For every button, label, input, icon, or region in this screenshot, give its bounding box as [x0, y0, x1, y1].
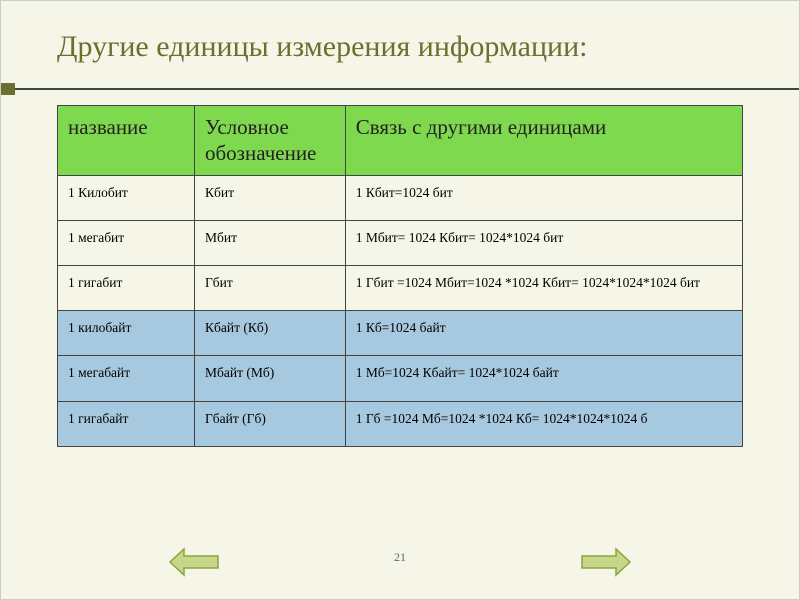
table-container: название Условное обозначение Связь с др…: [1, 105, 799, 447]
title-area: Другие единицы измерения информации:: [1, 1, 799, 73]
col-header-name: название: [58, 106, 195, 176]
cell-c3: 1 Кб=1024 байт: [345, 311, 742, 356]
table-row: 1 гигабитГбит1 Гбит =1024 Мбит=1024 *102…: [58, 265, 743, 310]
cell-c2: Мбит: [195, 220, 346, 265]
page-number: 21: [394, 550, 406, 565]
cell-c1: 1 мегабит: [58, 220, 195, 265]
col-header-relation: Связь с другими единицами: [345, 106, 742, 176]
table-header-row: название Условное обозначение Связь с др…: [58, 106, 743, 176]
cell-c1: 1 мегабайт: [58, 356, 195, 401]
title-divider: [1, 83, 799, 95]
cell-c1: 1 гигабайт: [58, 401, 195, 446]
divider-line: [15, 88, 799, 90]
table-row: 1 килобайтКбайт (Кб)1 Кб=1024 байт: [58, 311, 743, 356]
cell-c3: 1 Мб=1024 Кбайт= 1024*1024 байт: [345, 356, 742, 401]
table-row: 1 мегабитМбит1 Мбит= 1024 Кбит= 1024*102…: [58, 220, 743, 265]
cell-c3: 1 Мбит= 1024 Кбит= 1024*1024 бит: [345, 220, 742, 265]
cell-c2: Кбит: [195, 175, 346, 220]
cell-c1: 1 Килобит: [58, 175, 195, 220]
cell-c3: 1 Кбит=1024 бит: [345, 175, 742, 220]
table-row: 1 КилобитКбит1 Кбит=1024 бит: [58, 175, 743, 220]
cell-c3: 1 Гбит =1024 Мбит=1024 *1024 Кбит= 1024*…: [345, 265, 742, 310]
divider-accent-square: [1, 83, 15, 95]
cell-c2: Гбайт (Гб): [195, 401, 346, 446]
col-header-symbol: Условное обозначение: [195, 106, 346, 176]
cell-c1: 1 килобайт: [58, 311, 195, 356]
next-arrow-icon[interactable]: [580, 547, 632, 577]
table-row: 1 мегабайтМбайт (Мб)1 Мб=1024 Кбайт= 102…: [58, 356, 743, 401]
cell-c2: Кбайт (Кб): [195, 311, 346, 356]
prev-arrow-icon[interactable]: [168, 547, 220, 577]
units-table: название Условное обозначение Связь с др…: [57, 105, 743, 447]
cell-c2: Мбайт (Мб): [195, 356, 346, 401]
cell-c3: 1 Гб =1024 Мб=1024 *1024 Кб= 1024*1024*1…: [345, 401, 742, 446]
cell-c2: Гбит: [195, 265, 346, 310]
cell-c1: 1 гигабит: [58, 265, 195, 310]
table-row: 1 гигабайтГбайт (Гб)1 Гб =1024 Мб=1024 *…: [58, 401, 743, 446]
page-title: Другие единицы измерения информации:: [57, 29, 743, 65]
